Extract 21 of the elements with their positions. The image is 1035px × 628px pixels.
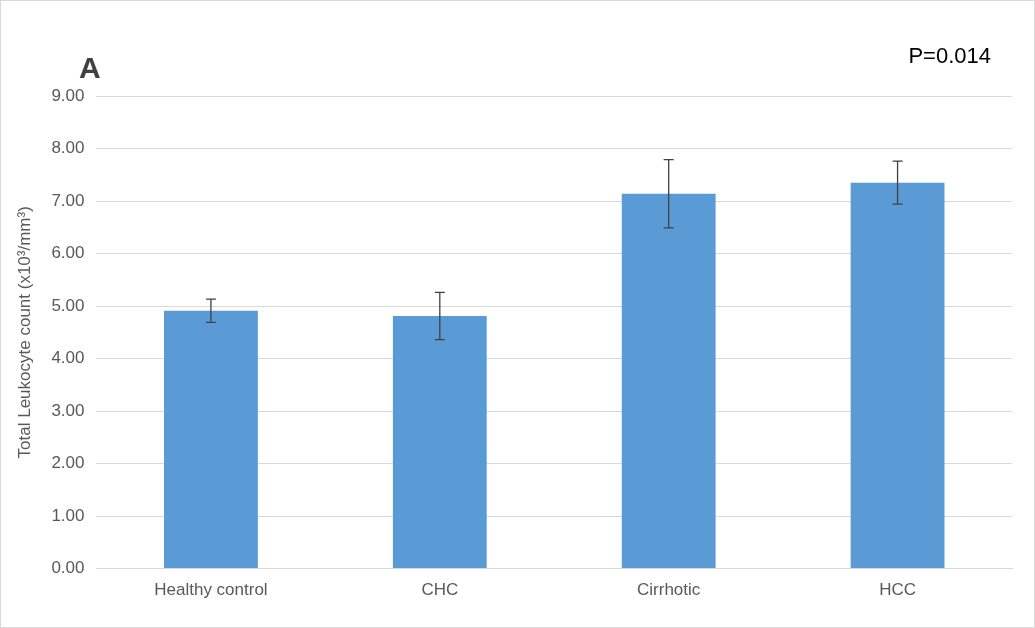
text: P=0.014 xyxy=(908,43,991,68)
x-tick-label: CHC xyxy=(421,580,459,600)
bar xyxy=(621,193,716,569)
bar xyxy=(850,182,945,569)
bar xyxy=(392,316,487,569)
y-tick-label: 1.00 xyxy=(51,505,85,525)
y-tick-label: 5.00 xyxy=(51,295,85,315)
y-tick-label: 3.00 xyxy=(51,400,85,420)
y-tick-label: 7.00 xyxy=(51,190,85,210)
y-axis-title: Total Leukocyte count (x10³/mm³) xyxy=(14,206,34,459)
y-tick-label: 8.00 xyxy=(51,138,85,158)
text: A xyxy=(79,51,101,84)
y-tick-label: 6.00 xyxy=(51,243,85,263)
x-tick-label: Cirrhotic xyxy=(637,580,701,600)
y-tick-label: 0.00 xyxy=(51,558,85,578)
y-tick-label: 4.00 xyxy=(51,348,85,368)
x-tick-label: HCC xyxy=(879,580,916,600)
y-tick-label: 9.00 xyxy=(51,85,85,105)
y-tick-label: 2.00 xyxy=(51,453,85,473)
x-tick-label: Healthy control xyxy=(154,580,268,600)
bar xyxy=(164,310,258,569)
